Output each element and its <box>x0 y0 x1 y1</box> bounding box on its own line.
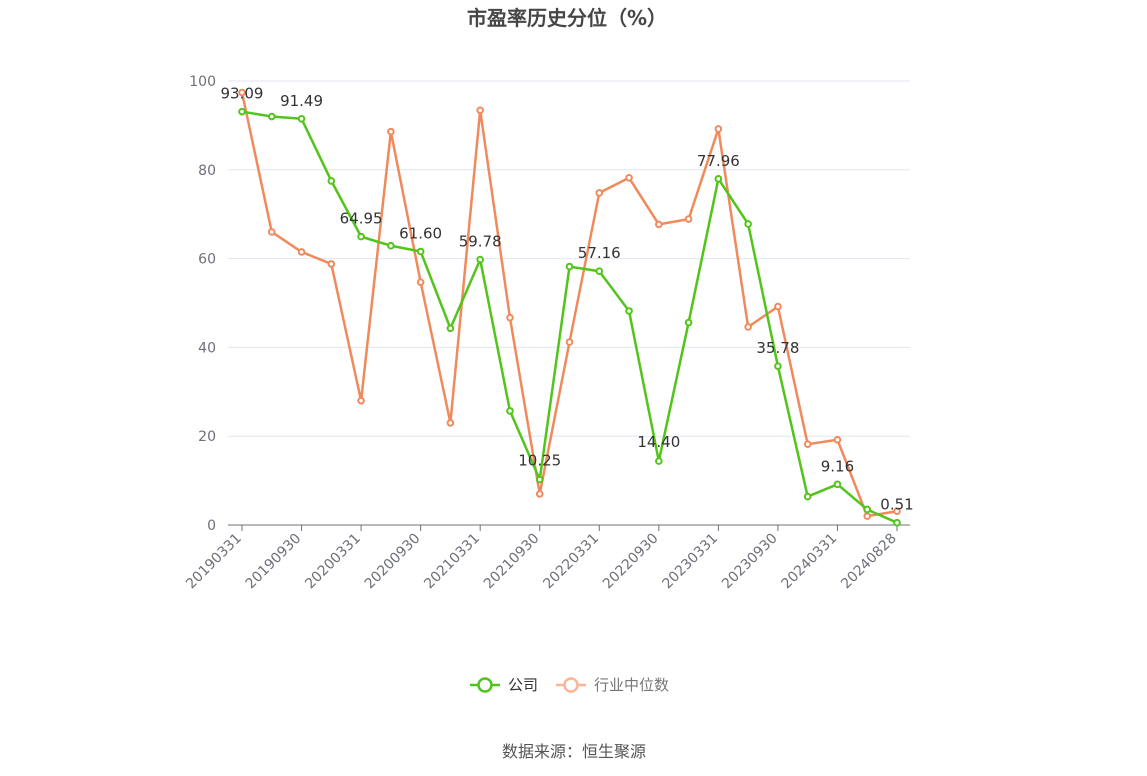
data-point[interactable] <box>655 220 663 229</box>
data-point[interactable] <box>863 512 872 520</box>
x-tick-label: 20220331 <box>540 531 602 593</box>
data-point[interactable] <box>327 177 336 185</box>
data-point[interactable] <box>238 107 246 116</box>
data-point[interactable] <box>446 324 455 333</box>
legend-item-0[interactable]: 公司 <box>470 676 538 694</box>
x-tick-label: 20230331 <box>659 531 721 593</box>
data-label: 91.49 <box>280 92 323 110</box>
series-1 <box>238 88 901 520</box>
data-labels: 93.09 91.49 64.95 61.60 59.78 10.25 57.16 14.40… <box>221 85 914 514</box>
chart-title: 市盈率历史分位（%） <box>467 6 667 30</box>
data-point[interactable] <box>416 278 425 286</box>
y-tick-label: 0 <box>207 518 216 534</box>
data-point[interactable] <box>803 492 812 501</box>
data-point[interactable] <box>535 490 544 498</box>
data-point[interactable] <box>655 457 663 465</box>
data-point[interactable] <box>803 440 812 448</box>
data-point[interactable] <box>535 475 544 484</box>
data-point[interactable] <box>893 518 901 527</box>
data-label: 59.78 <box>459 233 502 251</box>
data-point[interactable] <box>744 220 752 228</box>
data-point[interactable] <box>863 505 872 514</box>
data-point[interactable] <box>387 127 395 136</box>
y-tick-label: 40 <box>198 340 216 356</box>
data-label: 0.51 <box>880 496 913 514</box>
data-point[interactable] <box>446 419 455 427</box>
legend-marker-icon <box>563 677 579 693</box>
data-point[interactable] <box>833 480 842 489</box>
x-tick-label: 20240331 <box>779 531 841 593</box>
data-label: 77.96 <box>697 152 740 170</box>
data-label: 10.25 <box>518 451 561 469</box>
source-text: 数据来源：恒生聚源 <box>502 742 646 761</box>
data-label: 93.09 <box>221 85 264 103</box>
legend-label: 行业中位数 <box>594 676 669 694</box>
data-point[interactable] <box>565 262 574 271</box>
x-tick-label: 20190930 <box>243 531 305 593</box>
legend-label: 公司 <box>508 676 538 694</box>
data-point[interactable] <box>744 323 752 331</box>
data-point[interactable] <box>684 215 693 223</box>
y-tick-label: 60 <box>198 252 216 268</box>
data-point[interactable] <box>625 307 633 315</box>
data-point[interactable] <box>774 302 782 311</box>
x-tick-label: 20220930 <box>600 531 662 593</box>
y-tick-label: 20 <box>198 429 216 445</box>
data-point[interactable] <box>387 241 395 250</box>
data-point[interactable] <box>833 435 842 444</box>
data-point[interactable] <box>684 318 693 327</box>
data-point[interactable] <box>476 106 484 115</box>
data-point[interactable] <box>357 396 365 405</box>
x-axis: 2019033120190930202003312020093020210331… <box>183 524 910 593</box>
data-point[interactable] <box>893 507 901 516</box>
data-point[interactable] <box>416 247 425 256</box>
x-tick-label: 20190331 <box>183 531 245 593</box>
data-label: 9.16 <box>821 457 854 475</box>
series-line <box>241 110 898 524</box>
data-point[interactable] <box>506 313 514 322</box>
y-tick-label: 100 <box>189 74 216 90</box>
data-label: 14.40 <box>637 433 680 451</box>
data-point[interactable] <box>506 407 514 415</box>
data-point[interactable] <box>774 362 782 370</box>
data-point[interactable] <box>625 173 633 182</box>
x-tick-label: 20210930 <box>481 531 543 593</box>
data-point[interactable] <box>327 260 336 268</box>
legend-marker-icon <box>477 677 493 693</box>
data-point[interactable] <box>357 232 365 241</box>
data-point[interactable] <box>714 175 723 183</box>
data-point[interactable] <box>476 255 484 264</box>
series-0 <box>238 107 901 527</box>
data-point[interactable] <box>297 248 306 256</box>
data-point[interactable] <box>595 267 604 276</box>
data-label: 57.16 <box>578 244 621 262</box>
x-tick-label: 20200331 <box>302 531 364 593</box>
data-point[interactable] <box>714 125 723 133</box>
data-label: 64.95 <box>340 210 383 228</box>
data-point[interactable] <box>267 112 276 121</box>
series-layer <box>238 88 901 527</box>
data-label: 61.60 <box>399 224 442 242</box>
x-tick-label: 20210331 <box>421 531 483 593</box>
x-tick-label: 20200930 <box>362 531 424 593</box>
data-point[interactable] <box>267 228 276 236</box>
data-point[interactable] <box>238 88 246 97</box>
data-label: 35.78 <box>756 339 799 357</box>
legend[interactable]: 公司 行业中位数 <box>470 676 669 694</box>
legend-item-1[interactable]: 行业中位数 <box>556 676 669 694</box>
data-point[interactable] <box>595 189 604 197</box>
data-point[interactable] <box>565 338 574 346</box>
x-tick-label: 20230930 <box>719 531 781 593</box>
y-axis-labels: 0 20 40 60 80 100 <box>189 74 216 534</box>
grid-layer <box>228 80 910 437</box>
data-point[interactable] <box>297 114 306 123</box>
x-tick-label: 20240828 <box>838 531 900 593</box>
y-tick-label: 80 <box>198 163 216 179</box>
